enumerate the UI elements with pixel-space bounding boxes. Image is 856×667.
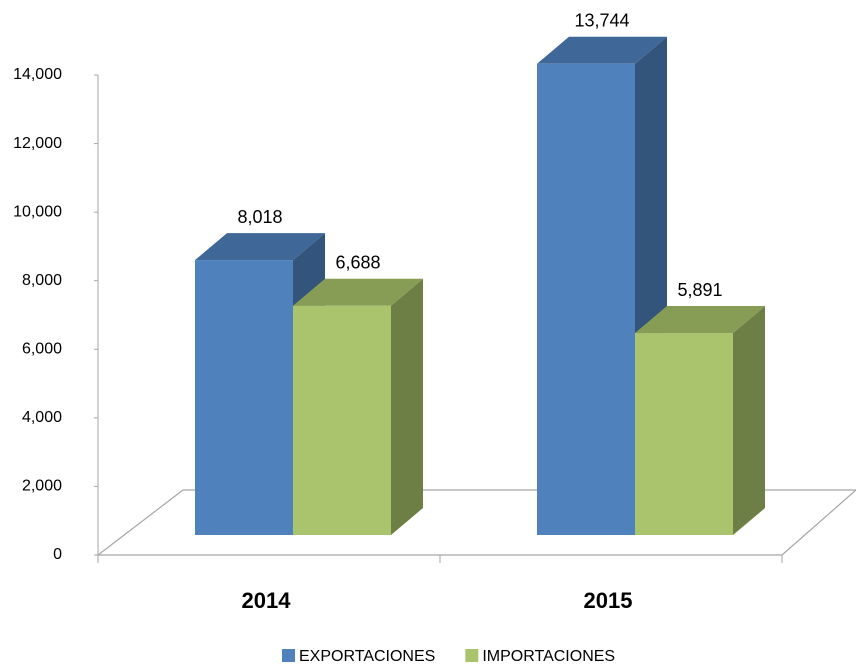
value-label: 5,891 [677,280,722,300]
value-label: 6,688 [335,252,380,272]
y-tick-label: 12,000 [13,135,62,152]
bar-side [733,306,765,535]
legend-swatch [465,649,479,662]
bar-top [195,233,325,261]
bar-top [293,278,423,306]
bar [537,63,635,536]
y-tick-label: 10,000 [13,203,62,220]
bar [195,260,293,535]
legend-label: EXPORTACIONES [299,648,435,665]
legend-swatch [282,649,295,662]
y-tick-label: 14,000 [13,66,62,83]
bar-top [635,306,765,334]
bar-side [391,278,423,535]
y-tick-label: 6,000 [22,341,62,358]
y-tick-label: 0 [53,546,62,563]
bar [293,305,391,535]
legend-label: IMPORTACIONES [482,648,615,665]
value-label: 8,018 [237,207,282,227]
floor [96,489,856,556]
value-label: 13,744 [574,11,629,31]
y-tick-label: 2,000 [22,478,62,495]
y-tick-label: 8,000 [22,272,62,289]
bar-top [537,36,667,64]
bar [635,333,733,535]
y-tick-label: 4,000 [22,409,62,426]
x-tick-label: 2015 [584,588,633,613]
x-tick-label: 2014 [242,588,292,613]
